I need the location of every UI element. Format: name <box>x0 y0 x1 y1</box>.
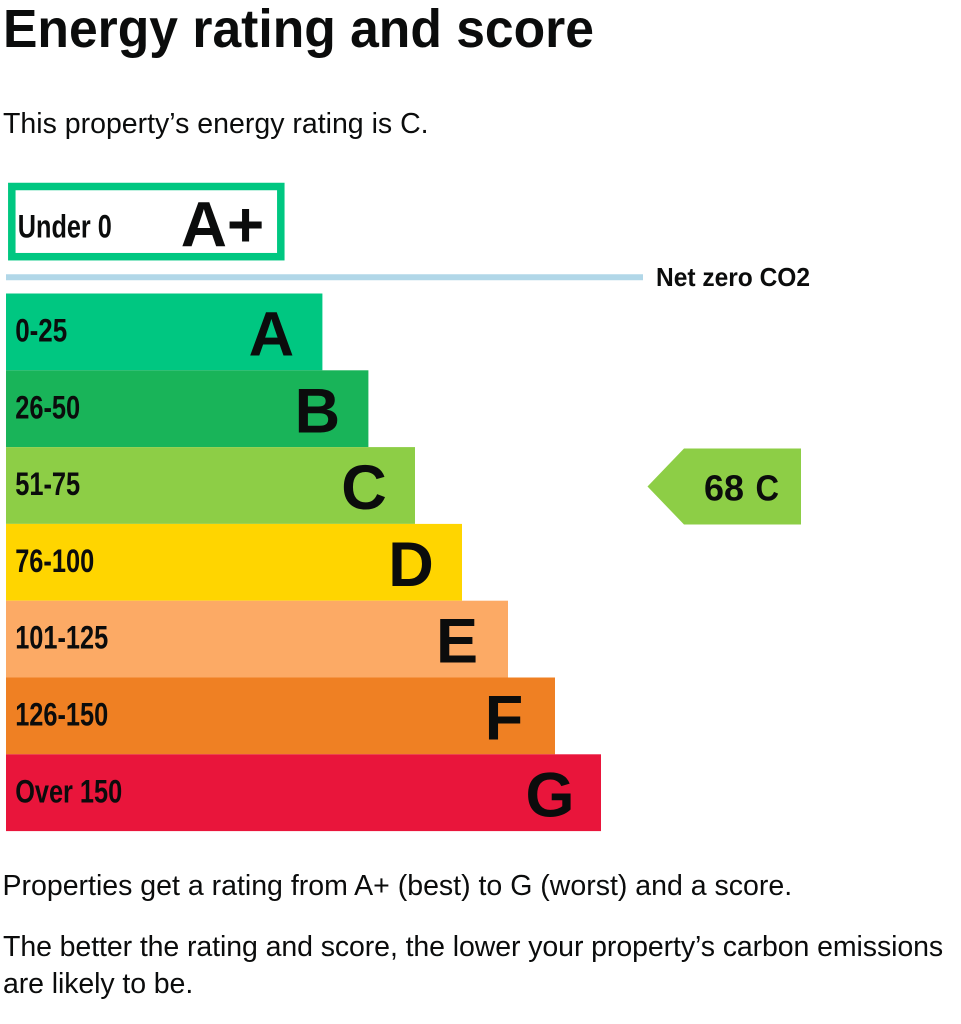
svg-text:Over 150: Over 150 <box>15 773 122 809</box>
svg-text:A: A <box>249 300 295 370</box>
svg-text:C: C <box>341 453 387 523</box>
svg-text:126-150: 126-150 <box>15 697 108 733</box>
svg-text:A+: A+ <box>181 188 265 260</box>
svg-text:D: D <box>388 530 434 600</box>
svg-text:68: 68 <box>704 468 744 509</box>
svg-text:B: B <box>295 376 341 446</box>
svg-text:C: C <box>756 468 780 509</box>
svg-text:26-50: 26-50 <box>15 389 80 425</box>
svg-text:0-25: 0-25 <box>15 313 67 349</box>
svg-text:Under 0: Under 0 <box>18 209 112 245</box>
svg-text:76-100: 76-100 <box>15 543 94 579</box>
svg-text:Net zero CO2: Net zero CO2 <box>656 262 810 292</box>
svg-text:F: F <box>485 684 523 754</box>
svg-text:G: G <box>525 760 574 830</box>
svg-text:101-125: 101-125 <box>15 620 108 656</box>
svg-text:51-75: 51-75 <box>15 466 80 502</box>
svg-text:E: E <box>436 607 478 677</box>
